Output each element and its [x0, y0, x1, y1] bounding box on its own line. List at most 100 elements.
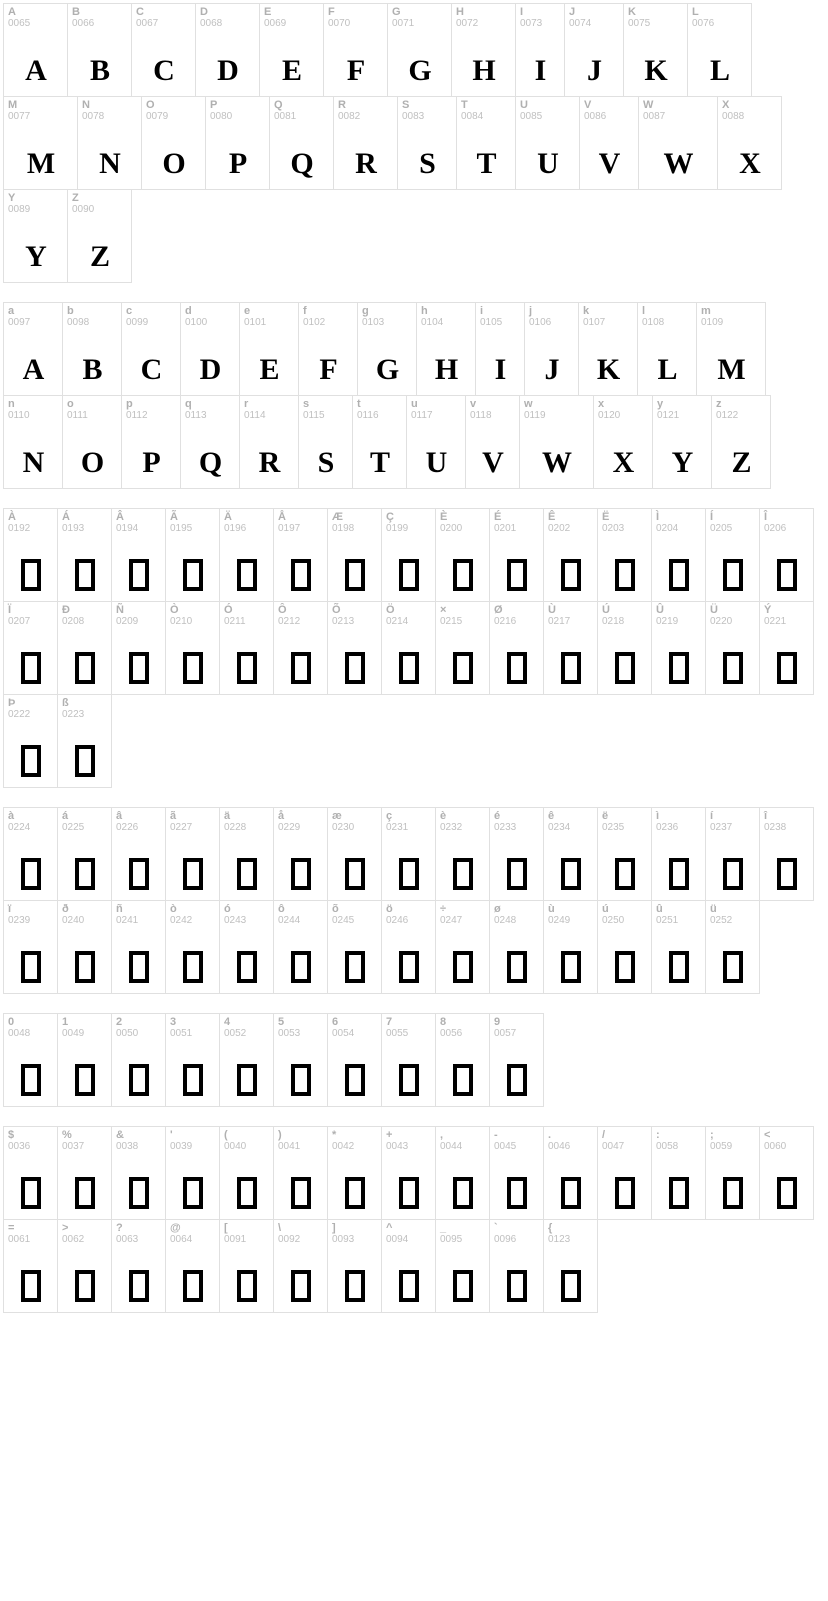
glyph-cell[interactable]: M0077M [3, 96, 78, 190]
glyph-cell[interactable]: ö0246 [381, 900, 436, 994]
glyph-cell[interactable]: Õ0213 [327, 601, 382, 695]
glyph-cell[interactable]: +0043 [381, 1126, 436, 1220]
glyph-cell[interactable]: Ñ0209 [111, 601, 166, 695]
glyph-cell[interactable]: Ì0204 [651, 508, 706, 602]
glyph-cell[interactable]: f0102F [298, 302, 358, 396]
glyph-cell[interactable]: ü0252 [705, 900, 760, 994]
glyph-cell[interactable]: Y0089Y [3, 189, 68, 283]
glyph-cell[interactable]: ×0215 [435, 601, 490, 695]
glyph-cell[interactable]: Í0205 [705, 508, 760, 602]
glyph-cell[interactable]: h0104H [416, 302, 476, 396]
glyph-cell[interactable]: Ò0210 [165, 601, 220, 695]
glyph-cell[interactable]: a0097A [3, 302, 63, 396]
glyph-cell[interactable]: 90057 [489, 1013, 544, 1107]
glyph-cell[interactable]: i0105I [475, 302, 525, 396]
glyph-cell[interactable]: >0062 [57, 1219, 112, 1313]
glyph-cell[interactable]: ä0228 [219, 807, 274, 901]
glyph-cell[interactable]: 30051 [165, 1013, 220, 1107]
glyph-cell[interactable]: s0115S [298, 395, 353, 489]
glyph-cell[interactable]: /0047 [597, 1126, 652, 1220]
glyph-cell[interactable]: ñ0241 [111, 900, 166, 994]
glyph-cell[interactable]: =0061 [3, 1219, 58, 1313]
glyph-cell[interactable]: V0086V [579, 96, 639, 190]
glyph-cell[interactable]: Ô0212 [273, 601, 328, 695]
glyph-cell[interactable]: 20050 [111, 1013, 166, 1107]
glyph-cell[interactable]: æ0230 [327, 807, 382, 901]
glyph-cell[interactable]: G0071G [387, 3, 452, 97]
glyph-cell[interactable]: é0233 [489, 807, 544, 901]
glyph-cell[interactable]: j0106J [524, 302, 579, 396]
glyph-cell[interactable]: î0238 [759, 807, 814, 901]
glyph-cell[interactable]: r0114R [239, 395, 299, 489]
glyph-cell[interactable]: Z0090Z [67, 189, 132, 283]
glyph-cell[interactable]: Q0081Q [269, 96, 334, 190]
glyph-cell[interactable]: [0091 [219, 1219, 274, 1313]
glyph-cell[interactable]: ó0243 [219, 900, 274, 994]
glyph-cell[interactable]: õ0245 [327, 900, 382, 994]
glyph-cell[interactable]: F0070F [323, 3, 388, 97]
glyph-cell[interactable]: Æ0198 [327, 508, 382, 602]
glyph-cell[interactable]: ô0244 [273, 900, 328, 994]
glyph-cell[interactable]: W0087W [638, 96, 718, 190]
glyph-cell[interactable]: q0113Q [180, 395, 240, 489]
glyph-cell[interactable]: Ý0221 [759, 601, 814, 695]
glyph-cell[interactable]: à0224 [3, 807, 58, 901]
glyph-cell[interactable]: p0112P [121, 395, 181, 489]
glyph-cell[interactable]: ç0231 [381, 807, 436, 901]
glyph-cell[interactable]: &0038 [111, 1126, 166, 1220]
glyph-cell[interactable]: Ð0208 [57, 601, 112, 695]
glyph-cell[interactable]: `0096 [489, 1219, 544, 1313]
glyph-cell[interactable]: E0069E [259, 3, 324, 97]
glyph-cell[interactable]: $0036 [3, 1126, 58, 1220]
glyph-cell[interactable]: ]0093 [327, 1219, 382, 1313]
glyph-cell[interactable]: \0092 [273, 1219, 328, 1313]
glyph-cell[interactable]: )0041 [273, 1126, 328, 1220]
glyph-cell[interactable]: g0103G [357, 302, 417, 396]
glyph-cell[interactable]: ,0044 [435, 1126, 490, 1220]
glyph-cell[interactable]: Ü0220 [705, 601, 760, 695]
glyph-cell[interactable]: D0068D [195, 3, 260, 97]
glyph-cell[interactable]: '0039 [165, 1126, 220, 1220]
glyph-cell[interactable]: b0098B [62, 302, 122, 396]
glyph-cell[interactable]: c0099C [121, 302, 181, 396]
glyph-cell[interactable]: w0119W [519, 395, 594, 489]
glyph-cell[interactable]: @0064 [165, 1219, 220, 1313]
glyph-cell[interactable]: L0076L [687, 3, 752, 97]
glyph-cell[interactable]: d0100D [180, 302, 240, 396]
glyph-cell[interactable]: Ê0202 [543, 508, 598, 602]
glyph-cell[interactable]: K0075K [623, 3, 688, 97]
glyph-cell[interactable]: ò0242 [165, 900, 220, 994]
glyph-cell[interactable]: k0107K [578, 302, 638, 396]
glyph-cell[interactable]: z0122Z [711, 395, 771, 489]
glyph-cell[interactable]: Ë0203 [597, 508, 652, 602]
glyph-cell[interactable]: ø0248 [489, 900, 544, 994]
glyph-cell[interactable]: ê0234 [543, 807, 598, 901]
glyph-cell[interactable]: ú0250 [597, 900, 652, 994]
glyph-cell[interactable]: C0067C [131, 3, 196, 97]
glyph-cell[interactable]: I0073I [515, 3, 565, 97]
glyph-cell[interactable]: 70055 [381, 1013, 436, 1107]
glyph-cell[interactable]: *0042 [327, 1126, 382, 1220]
glyph-cell[interactable]: 10049 [57, 1013, 112, 1107]
glyph-cell[interactable]: á0225 [57, 807, 112, 901]
glyph-cell[interactable]: T0084T [456, 96, 516, 190]
glyph-cell[interactable]: 80056 [435, 1013, 490, 1107]
glyph-cell[interactable]: Þ0222 [3, 694, 58, 788]
glyph-cell[interactable]: è0232 [435, 807, 490, 901]
glyph-cell[interactable]: o0111O [62, 395, 122, 489]
glyph-cell[interactable]: {0123 [543, 1219, 598, 1313]
glyph-cell[interactable]: Ã0195 [165, 508, 220, 602]
glyph-cell[interactable]: X0088X [717, 96, 782, 190]
glyph-cell[interactable]: v0118V [465, 395, 520, 489]
glyph-cell[interactable]: N0078N [77, 96, 142, 190]
glyph-cell[interactable]: û0251 [651, 900, 706, 994]
glyph-cell[interactable]: À0192 [3, 508, 58, 602]
glyph-cell[interactable]: y0121Y [652, 395, 712, 489]
glyph-cell[interactable]: ^0094 [381, 1219, 436, 1313]
glyph-cell[interactable]: Ö0214 [381, 601, 436, 695]
glyph-cell[interactable]: .0046 [543, 1126, 598, 1220]
glyph-cell[interactable]: P0080P [205, 96, 270, 190]
glyph-cell[interactable]: _0095 [435, 1219, 490, 1313]
glyph-cell[interactable]: U0085U [515, 96, 580, 190]
glyph-cell[interactable]: Ó0211 [219, 601, 274, 695]
